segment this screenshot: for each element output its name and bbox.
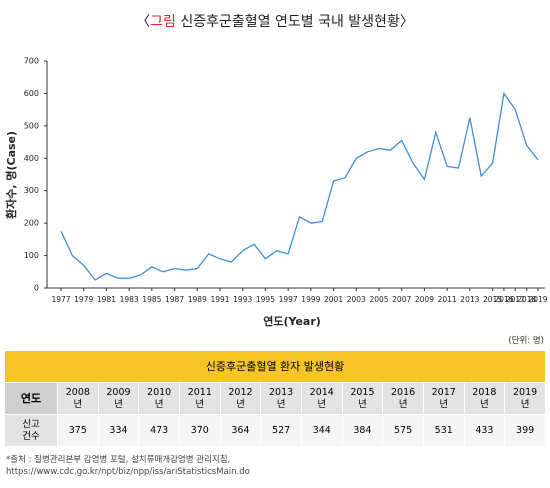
table-title-row: 신증후군출혈열 환자 발생현황 — [4, 350, 546, 383]
data-cell: 375 — [57, 414, 99, 447]
x-tick-label: 2019 — [528, 295, 547, 304]
x-tick-label: 2013 — [460, 295, 479, 304]
x-tick-label: 2005 — [369, 295, 388, 304]
x-tick-label: 2017 — [506, 295, 525, 304]
table-title: 신증후군출혈열 환자 발생현황 — [4, 350, 546, 383]
data-cell: 527 — [260, 414, 302, 447]
x-tick-label: 2015 — [483, 295, 502, 304]
header-cell: 2008 년 — [57, 382, 99, 415]
source: *출처 : 질병관리본부 감염병 포털, 설치류매개감염병 관리지침, https… — [6, 454, 250, 478]
header-cell: 2011 년 — [178, 382, 221, 415]
x-tick-label: 1993 — [233, 295, 252, 304]
y-tick-label: 0 — [34, 284, 39, 293]
title-text: 신증후군출혈열 연도별 국내 발생현황 — [180, 14, 400, 30]
x-tick-label: 2001 — [324, 295, 343, 304]
header-cell: 2009 년 — [97, 382, 140, 415]
y-tick-label: 400 — [24, 154, 39, 163]
y-axis-label: 환자수, 명(Case) — [4, 131, 18, 219]
x-tick-label: 1981 — [97, 295, 116, 304]
x-tick-label: 2003 — [347, 295, 366, 304]
header-cell: 2013 년 — [260, 382, 302, 415]
data-cell: 364 — [219, 414, 262, 447]
data-cell: 370 — [178, 414, 221, 447]
x-tick-label: 2007 — [392, 295, 411, 304]
header-cell: 2015 년 — [341, 382, 384, 415]
x-tick-label: 1995 — [256, 295, 275, 304]
header-row: 연도 2008 년 2009 년 2010 년 2011 년 2012 년 2013 년 20… — [4, 382, 546, 415]
x-tick-label: 2018 — [517, 295, 536, 304]
data-cell: 384 — [341, 414, 384, 447]
y-tick-label: 500 — [24, 121, 39, 130]
title-bracket: 〉 — [400, 14, 414, 30]
x-tick-label: 2009 — [415, 295, 434, 304]
x-tick-label: 1991 — [210, 295, 229, 304]
y-tick-label: 600 — [24, 89, 39, 98]
x-tick-label: 1987 — [165, 295, 184, 304]
x-tick-label: 1999 — [301, 295, 320, 304]
data-cell: 399 — [504, 414, 546, 447]
title-bracket: 〈 — [136, 14, 150, 30]
x-tick-label: 1977 — [51, 295, 70, 304]
header-cell: 2012 년 — [219, 382, 262, 415]
data-cell: 344 — [300, 414, 343, 447]
chart: 〈그림 신증후군출혈열 연도별 국내 발생현황〉 환자수, 명(Case) 연도… — [4, 14, 548, 328]
x-tick-label: 1983 — [120, 295, 139, 304]
data-row: 신고 건수 375 334 473 370 364 527 344 384 575 531 433 39… — [4, 414, 546, 447]
data-cell: 531 — [422, 414, 465, 447]
y-tick-label: 200 — [24, 219, 39, 228]
header-cell: 2018 년 — [463, 382, 506, 415]
chart-title: 〈그림 신증후군출혈열 연도별 국내 발생현황〉 — [136, 14, 414, 30]
y-tick-label: 100 — [24, 251, 39, 260]
header-cell: 2014 년 — [300, 382, 343, 415]
title-label: 그림 — [150, 14, 176, 30]
x-tick-label: 1989 — [188, 295, 207, 304]
source-line: *출처 : 질병관리본부 감염병 포털, 설치류매개감염병 관리지침, — [6, 455, 231, 465]
header-cell: 2016 년 — [382, 382, 424, 415]
header-cell: 2019 년 — [504, 382, 546, 415]
unit: (단위: 명) — [508, 336, 544, 346]
data-cell: 575 — [382, 414, 424, 447]
x-tick-label: 1979 — [74, 295, 93, 304]
data-line — [60, 91, 539, 281]
x-axis-label: 연도(Year) — [263, 314, 321, 328]
x-tick-label: 2011 — [438, 295, 457, 304]
data-cell: 신고 건수 — [4, 414, 58, 447]
data-cell: 433 — [463, 414, 506, 447]
x-tick-label: 1997 — [279, 295, 298, 304]
table: 신증후군출혈열 환자 발생현황 연도 2008 년 2009 년 2010 년 2011 … — [4, 350, 546, 447]
source-line: https://www.cdc.go.kr/npt/biz/npp/iss/ar… — [6, 467, 250, 477]
x-tick-label: 1985 — [142, 295, 161, 304]
data-cell: 334 — [97, 414, 140, 447]
data-cell: 473 — [138, 414, 180, 447]
x-tick-label: 2016 — [494, 295, 513, 304]
y-tick-label: 700 — [24, 57, 39, 66]
header-cell: 연도 — [4, 382, 58, 415]
y-tick-label: 300 — [24, 186, 39, 195]
header-cell: 2017 년 — [422, 382, 465, 415]
header-cell: 2010 년 — [138, 382, 180, 415]
